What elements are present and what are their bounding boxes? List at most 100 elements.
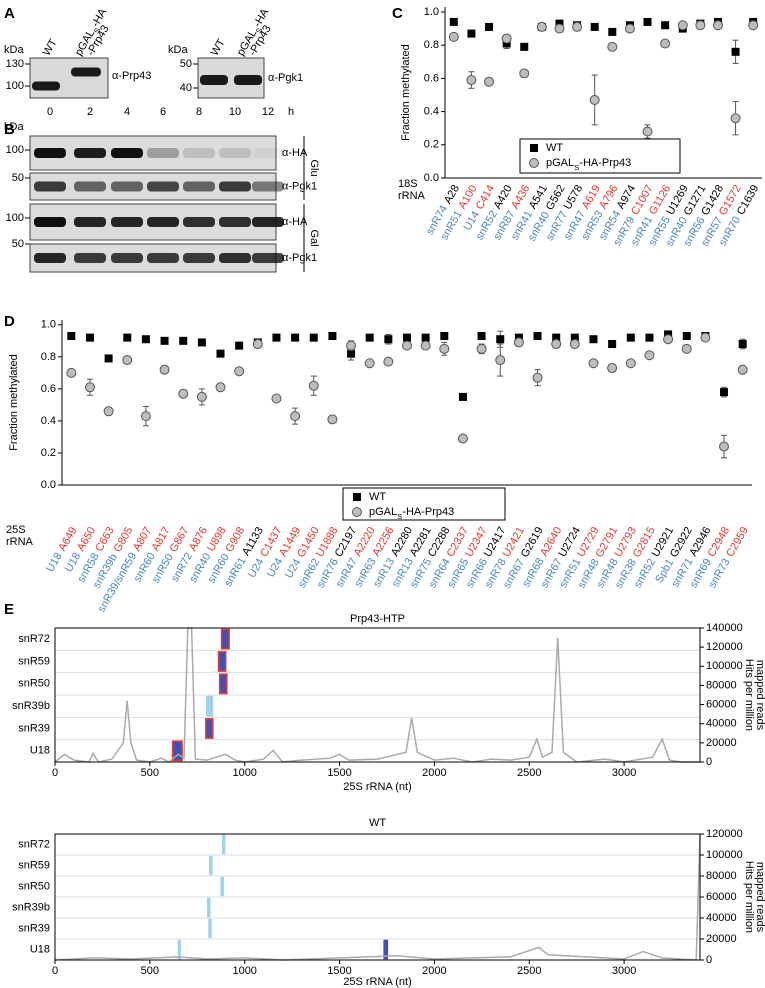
- point: [365, 333, 374, 342]
- point: [140, 411, 151, 422]
- x-tick-label: 1500: [327, 965, 351, 977]
- band: [147, 148, 179, 158]
- point: [645, 333, 654, 342]
- condition-label: Gal: [308, 229, 320, 246]
- marker-label: 130: [6, 58, 24, 70]
- x-tick-label: 0: [52, 965, 58, 977]
- band: [219, 181, 251, 192]
- point: [477, 332, 486, 341]
- point: [700, 332, 711, 343]
- band: [71, 67, 101, 77]
- y-tick-label: 100000: [706, 849, 743, 861]
- point: [103, 406, 114, 417]
- band: [34, 181, 66, 192]
- x-tick-label: 0: [52, 767, 58, 779]
- point: [536, 21, 547, 32]
- point: [328, 332, 337, 341]
- point: [625, 358, 636, 369]
- point: [644, 350, 655, 361]
- coverage-line: [54, 627, 700, 763]
- y-tick-label: 80000: [706, 870, 737, 882]
- x-axis-label: 25S rRNA (nt): [343, 976, 411, 988]
- band: [147, 253, 179, 263]
- point: [384, 335, 393, 344]
- point: [590, 22, 599, 31]
- point: [519, 68, 530, 79]
- binding-site: [177, 939, 182, 960]
- point: [520, 42, 529, 51]
- point: [179, 336, 188, 345]
- point: [572, 21, 583, 32]
- band: [219, 253, 251, 263]
- point: [695, 20, 706, 31]
- point: [533, 332, 542, 341]
- point: [484, 76, 495, 87]
- point: [402, 340, 412, 351]
- y-tick-label: 120000: [706, 641, 743, 653]
- antibody-label: α-Prp43: [112, 70, 151, 82]
- point: [608, 27, 617, 36]
- x-tick-label: 1500: [327, 767, 351, 779]
- site-label: G805: [112, 525, 136, 554]
- point: [660, 38, 671, 49]
- point: [607, 41, 618, 52]
- band: [74, 253, 106, 263]
- lane-label: WT: [41, 37, 60, 58]
- point: [440, 332, 449, 341]
- point: [551, 339, 562, 350]
- point: [589, 94, 600, 105]
- x-tick-label: 500: [141, 767, 159, 779]
- x-tick-label: 1000: [232, 965, 256, 977]
- unit-label: h: [288, 106, 294, 118]
- legend-box: [342, 487, 506, 521]
- point: [421, 333, 430, 342]
- x-tick-label: 2000: [422, 767, 446, 779]
- point: [608, 340, 617, 349]
- point: [681, 343, 692, 354]
- band: [183, 253, 215, 263]
- point: [196, 391, 207, 402]
- x-tick-label: 1000: [232, 767, 256, 779]
- legend-marker: [530, 144, 538, 152]
- track-label: snR59: [18, 655, 50, 667]
- y-tick-label: 80000: [706, 679, 737, 691]
- name-main: pGAL: [369, 506, 397, 518]
- point: [159, 364, 170, 375]
- band: [147, 217, 179, 227]
- point: [476, 343, 487, 354]
- y-tick-label: 0.8: [41, 351, 56, 363]
- point: [589, 335, 598, 344]
- y-axis-label: Fraction methylated: [400, 44, 412, 141]
- lane-label: 4: [124, 106, 130, 118]
- y-tick-label: 0.0: [41, 479, 56, 491]
- point: [554, 23, 565, 34]
- band: [183, 181, 215, 192]
- binding-site: [220, 876, 224, 897]
- point: [271, 393, 282, 404]
- point: [123, 333, 132, 342]
- point: [663, 334, 674, 345]
- y-tick-label: 0.4: [424, 105, 439, 117]
- antibody-label: α-Pgk1: [282, 252, 317, 264]
- point: [737, 364, 748, 375]
- kda-label: kDa: [168, 44, 188, 56]
- band: [219, 148, 251, 158]
- band: [252, 181, 284, 192]
- lane-label: 2: [87, 106, 93, 118]
- point: [677, 20, 688, 31]
- y-tick-label: 60000: [706, 698, 737, 710]
- site-label: G867: [167, 525, 191, 554]
- y-tick-label: 120000: [706, 828, 743, 840]
- antibody-label: α-Pgk1: [268, 72, 303, 84]
- point: [720, 388, 729, 397]
- y-axis-label: mapped reads: [754, 660, 765, 731]
- name-rest: -HA-Prp43: [579, 157, 631, 169]
- band: [111, 181, 143, 192]
- y-axis-label: Hits per million: [743, 861, 755, 933]
- point: [570, 333, 579, 342]
- antibody-label: α-HA: [282, 147, 308, 159]
- point: [730, 113, 741, 124]
- point: [457, 433, 468, 444]
- point: [403, 333, 411, 342]
- antibody-label: α-Pgk1: [282, 180, 317, 192]
